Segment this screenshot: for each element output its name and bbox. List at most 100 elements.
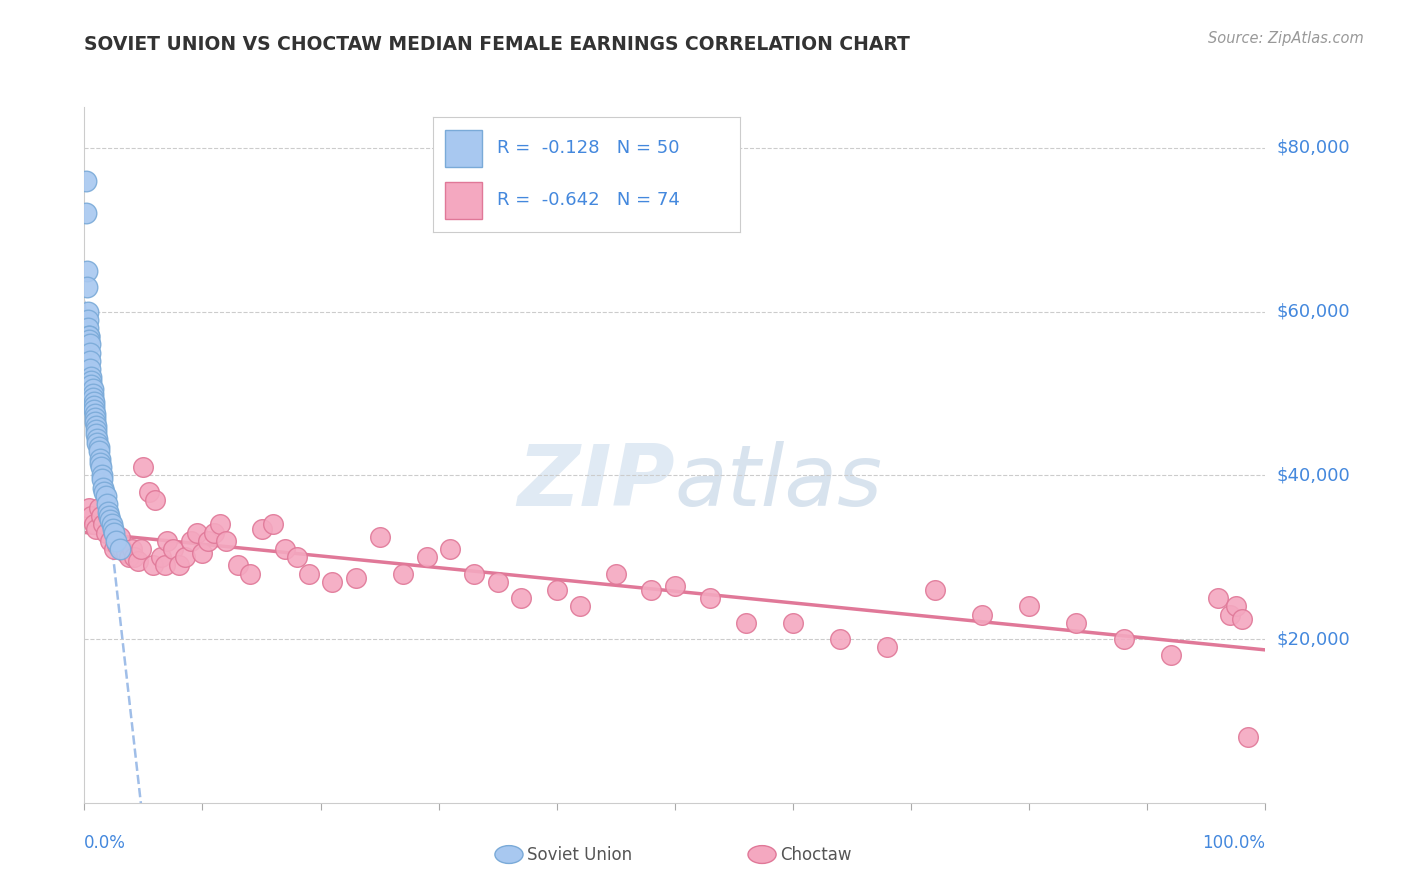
Point [118, 550, 141, 565]
Point [262, 517, 284, 532]
Point [215, 533, 238, 548]
Text: SOVIET UNION VS CHOCTAW MEDIAN FEMALE EARNINGS CORRELATION CHART: SOVIET UNION VS CHOCTAW MEDIAN FEMALE EA… [84, 35, 910, 54]
Point [83, 399, 105, 413]
Point [82, 383, 104, 397]
Point [91, 473, 114, 487]
Point [89, 452, 111, 467]
Point [77, 313, 100, 327]
Point [1160, 648, 1182, 663]
Point [392, 566, 415, 581]
Point [103, 542, 125, 557]
Point [76, 280, 98, 294]
Point [197, 533, 219, 548]
Point [153, 558, 176, 573]
Point [84, 411, 107, 425]
Point [75, 206, 97, 220]
Point [344, 571, 367, 585]
Point [91, 481, 114, 495]
Point [121, 542, 143, 557]
Point [100, 517, 122, 532]
Point [80, 370, 103, 384]
Point [94, 489, 117, 503]
Point [1236, 731, 1258, 745]
Text: atlas: atlas [675, 442, 883, 524]
Point [142, 558, 165, 573]
Point [1206, 591, 1229, 606]
Point [664, 579, 686, 593]
Point [107, 538, 129, 552]
Point [138, 484, 160, 499]
Point [84, 423, 107, 437]
Point [129, 542, 152, 557]
Point [209, 517, 232, 532]
Point [108, 530, 131, 544]
Point [83, 403, 105, 417]
Text: 0.0%: 0.0% [84, 834, 127, 852]
Point [84, 522, 107, 536]
Point [127, 554, 149, 568]
Text: $80,000: $80,000 [1277, 139, 1350, 157]
Point [80, 378, 103, 392]
Point [87, 443, 110, 458]
Point [1225, 599, 1247, 614]
Point [368, 530, 391, 544]
Point [180, 533, 202, 548]
Point [876, 640, 898, 655]
Text: 100.0%: 100.0% [1202, 834, 1265, 852]
Point [226, 558, 249, 573]
Point [510, 591, 533, 606]
Point [202, 525, 225, 540]
Point [162, 542, 184, 557]
Point [250, 522, 273, 536]
Point [79, 345, 101, 359]
Point [77, 321, 100, 335]
Point [416, 550, 439, 565]
Point [105, 533, 128, 548]
Point [143, 492, 166, 507]
Point [80, 509, 103, 524]
Point [103, 525, 125, 540]
Point [98, 533, 121, 548]
Point [77, 304, 100, 318]
Point [80, 374, 103, 388]
Point [87, 440, 110, 454]
Point [79, 362, 101, 376]
Point [321, 574, 343, 589]
Point [82, 391, 104, 405]
Point [186, 525, 208, 540]
Point [101, 522, 124, 536]
Point [77, 329, 100, 343]
Point [1112, 632, 1135, 646]
Point [94, 525, 117, 540]
Point [91, 517, 114, 532]
Point [108, 542, 131, 557]
Point [89, 456, 111, 470]
Point [167, 558, 190, 573]
Point [86, 435, 108, 450]
Point [122, 550, 145, 565]
Point [83, 394, 105, 409]
Point [274, 542, 297, 557]
Point [782, 615, 804, 630]
Point [87, 501, 110, 516]
Point [75, 174, 97, 188]
Text: $20,000: $20,000 [1277, 630, 1350, 648]
Point [114, 546, 136, 560]
Point [1066, 615, 1088, 630]
Point [734, 615, 756, 630]
Text: $40,000: $40,000 [1277, 467, 1350, 484]
Text: Source: ZipAtlas.com: Source: ZipAtlas.com [1208, 31, 1364, 46]
Point [699, 591, 721, 606]
Point [605, 566, 627, 581]
Point [439, 542, 461, 557]
Point [970, 607, 993, 622]
Point [546, 582, 568, 597]
Point [76, 264, 98, 278]
Point [150, 550, 173, 565]
Point [93, 484, 115, 499]
Point [1018, 599, 1040, 614]
Text: Choctaw: Choctaw [780, 846, 852, 863]
Point [84, 427, 107, 442]
Point [1219, 607, 1241, 622]
Point [77, 334, 100, 348]
